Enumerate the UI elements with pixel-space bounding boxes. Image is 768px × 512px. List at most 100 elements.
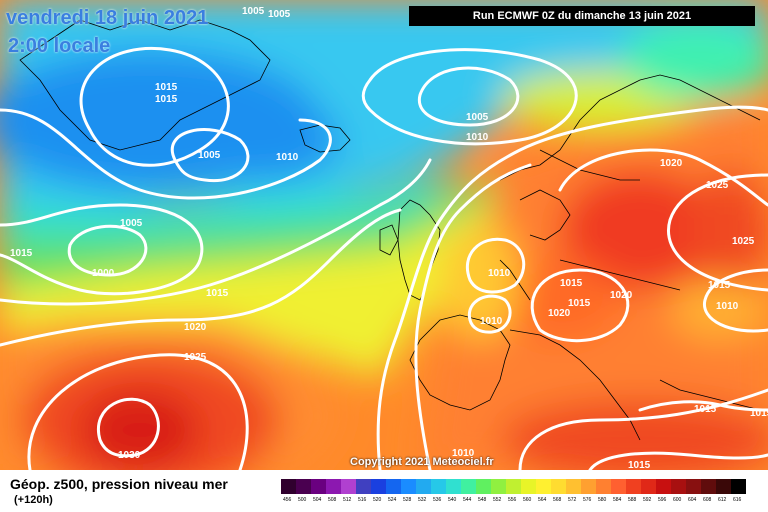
scale-swatch [341,479,356,494]
scale-label: 568 [553,497,562,503]
scale-label: 548 [478,497,487,503]
scale-swatch [311,479,326,494]
isobar-label: 1010 [466,132,489,143]
scale-label: 456 [283,497,292,503]
scale-swatch [716,479,731,494]
scale-swatch [431,479,446,494]
isobars [0,47,768,470]
scale-swatch [731,479,746,494]
scale-swatch [686,479,701,494]
scale-swatch [701,479,716,494]
isobar-label: 1015 [708,280,731,291]
scale-label: 612 [718,497,727,503]
isobar-label: 1005 [120,218,143,229]
scale-swatch [416,479,431,494]
scale-label: 544 [463,497,472,503]
isobar-label: 1010 [276,152,299,163]
scale-swatch [461,479,476,494]
scale-swatch [656,479,671,494]
scale-label: 584 [613,497,622,503]
isobar-label: 1005 [242,6,265,17]
isobar-label: 1010 [480,316,503,327]
isobar-label: 1025 [732,236,755,247]
scale-swatch [536,479,551,494]
scale-label: 576 [583,497,592,503]
legend-subtitle: (+120h) [14,494,53,506]
scale-swatch [401,479,416,494]
isobar-label: 1000 [92,268,115,279]
scale-label: 524 [388,497,397,503]
scale-label: 552 [493,497,502,503]
scale-label: 516 [358,497,367,503]
isobar-label: 1030 [118,450,141,461]
scale-swatch [446,479,461,494]
scale-swatch [641,479,656,494]
scale-swatch [566,479,581,494]
scale-label: 560 [523,497,532,503]
isobar-label: 1015 [10,248,33,259]
forecast-time-title: 2:00 locale [8,35,111,57]
isobar-label: 1010 [452,448,475,459]
model-run-label: Run ECMWF 0Z du dimanche 13 juin 2021 [409,6,755,26]
geopotential-map: 1005 1005 1015 1015 1005 1010 1005 1010 … [0,0,768,470]
scale-swatch [671,479,686,494]
isobar-label: 1015 [560,278,583,289]
scale-label: 512 [343,497,352,503]
scale-swatch [371,479,386,494]
scale-swatch [491,479,506,494]
isobar-label: 1005 [268,9,291,20]
copyright-text: Copyright 2021 Meteociel.fr [350,456,494,468]
scale-label: 564 [538,497,547,503]
scale-label: 604 [688,497,697,503]
color-scale-labels: 456 500 504 508 512 516 520 524 528 532 536 540 544 5… [281,497,761,509]
scale-label: 596 [658,497,667,503]
isobar-labels: 1005 1005 1015 1015 1005 1010 1005 1010 … [10,6,768,470]
scale-label: 600 [673,497,682,503]
isobar-label: 1020 [184,322,207,333]
isobar-label: 1005 [466,112,489,123]
isobar-label: 1005 [198,150,221,161]
scale-swatch [611,479,626,494]
forecast-date-title: vendredi 18 juin 2021 [6,7,209,29]
isobar-label: 1015 [155,94,178,105]
isobar-label: 1020 [610,290,633,301]
scale-label: 536 [433,497,442,503]
isobar-label: 1020 [660,158,683,169]
scale-swatch [521,479,536,494]
scale-label: 500 [298,497,307,503]
isobar-label: 1015 [750,408,768,419]
isobar-label: 1025 [706,180,729,191]
scale-label: 580 [598,497,607,503]
scale-label: 540 [448,497,457,503]
isobar-label: 1020 [548,308,571,319]
isobar-label: 1010 [488,268,511,279]
scale-swatch [326,479,341,494]
legend-title: Géop. z500, pression niveau mer [10,476,228,492]
isobar-label: 1015 [694,404,717,415]
scale-swatch [596,479,611,494]
scale-label: 504 [313,497,322,503]
color-field [0,0,768,470]
scale-swatch [506,479,521,494]
scale-label: 572 [568,497,577,503]
scale-label: 528 [403,497,412,503]
scale-swatch [581,479,596,494]
scale-label: 592 [643,497,652,503]
isobar-label: 1015 [206,288,229,299]
scale-swatch [551,479,566,494]
scale-label: 520 [373,497,382,503]
color-scale-bar [281,479,746,494]
scale-swatch [356,479,371,494]
isobar-label: 1015 [568,298,591,309]
scale-label: 532 [418,497,427,503]
isobar-label: 1025 [184,352,207,363]
isobar-label: 1015 [628,460,651,470]
scale-swatch [296,479,311,494]
scale-label: 616 [733,497,742,503]
scale-label: 508 [328,497,337,503]
scale-swatch [626,479,641,494]
scale-label: 588 [628,497,637,503]
scale-swatch [281,479,296,494]
scale-label: 608 [703,497,712,503]
scale-swatch [386,479,401,494]
